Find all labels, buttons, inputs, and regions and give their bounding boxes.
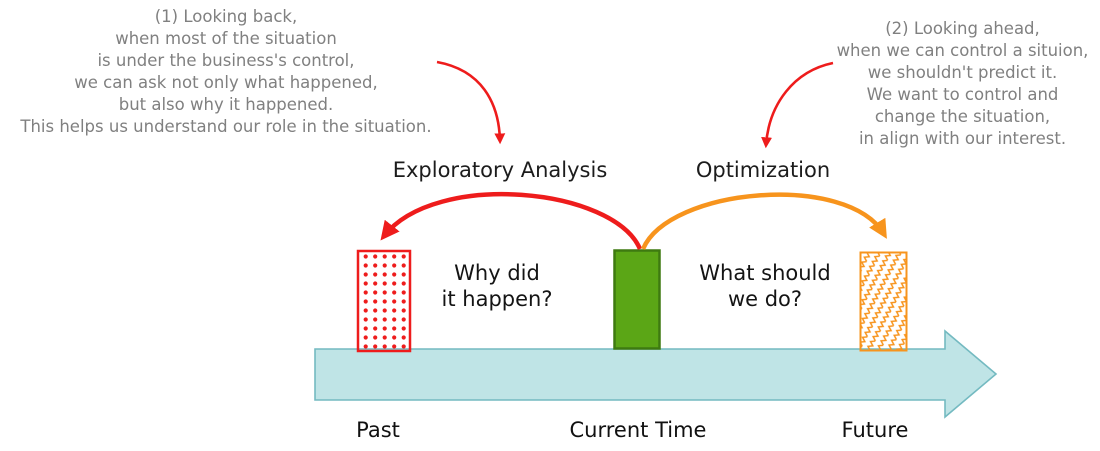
timeline-label-future: Future bbox=[841, 418, 909, 442]
question-what-should-we-do: What should we do? bbox=[699, 261, 831, 311]
past-bar bbox=[356, 249, 412, 353]
left-annotation-arrow bbox=[436, 60, 506, 145]
label-optimization: Optimization bbox=[695, 158, 831, 182]
question-why-did-it-happen: Why did it happen? bbox=[441, 261, 553, 311]
timeline-label-current-time: Current Time bbox=[569, 418, 707, 442]
label-exploratory-analysis: Exploratory Analysis bbox=[392, 158, 608, 182]
current-time-bar bbox=[613, 249, 661, 350]
annotation-looking-back: (1) Looking back, when most of the situa… bbox=[20, 7, 432, 136]
optimization-arc-connector bbox=[640, 192, 887, 250]
timeline-arrow bbox=[314, 329, 998, 419]
timeline-label-past: Past bbox=[356, 418, 400, 442]
future-bar bbox=[859, 251, 908, 352]
right-annotation-arrow bbox=[761, 61, 834, 149]
exploratory-arc-connector bbox=[380, 191, 643, 250]
annotation-looking-ahead: (2) Looking ahead, when we can control a… bbox=[836, 19, 1089, 148]
